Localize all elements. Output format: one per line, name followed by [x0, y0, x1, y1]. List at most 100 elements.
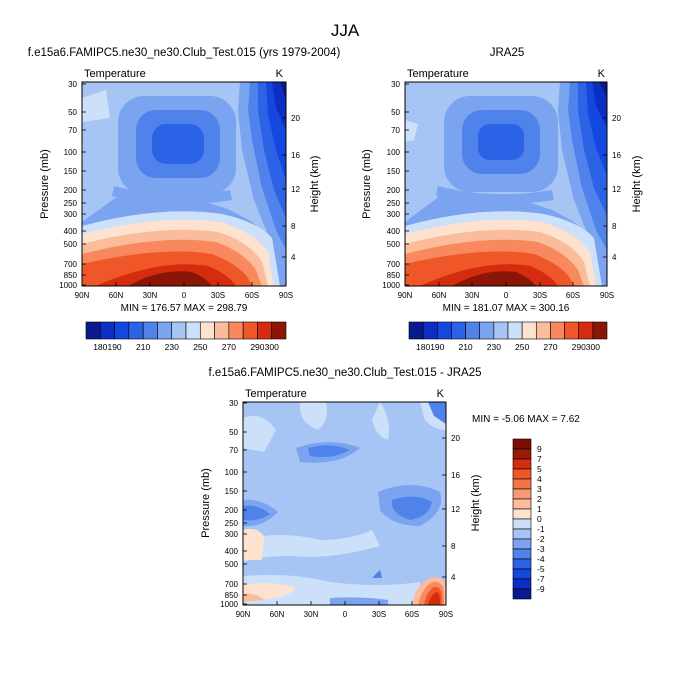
- x-tick-label: 30S: [211, 291, 225, 300]
- colorbar-label: 270: [543, 342, 557, 352]
- colorbar-label: 9: [537, 444, 542, 454]
- panel-obs-ylabel-right: Height (km): [631, 156, 643, 213]
- panel-model-axes: [81, 83, 287, 286]
- height-tick-label: 20: [612, 114, 621, 123]
- y-tick-label: 500: [225, 560, 239, 569]
- colorbar-swatch: [512, 528, 532, 540]
- x-tick-label: 90S: [279, 291, 293, 300]
- y-tick-label: 700: [64, 260, 78, 269]
- y-tick-label: 50: [229, 428, 238, 437]
- colorbar-label: 300: [586, 342, 600, 352]
- panel-obs-colorbar: 180 190 210 230 250 270 290 300: [408, 321, 608, 352]
- height-tick-label: 4: [612, 253, 617, 262]
- panel-diff-yticks: 30 50 70 100 150 200 250 300 400 500 700…: [220, 399, 238, 609]
- colorbar-swatch: [507, 321, 523, 340]
- y-tick-label: 30: [68, 80, 77, 89]
- x-tick-label: 30N: [304, 610, 319, 619]
- x-tick-label: 90N: [398, 291, 413, 300]
- colorbar-swatch: [171, 321, 187, 340]
- colorbar-swatch: [451, 321, 466, 340]
- colorbar-label: 230: [487, 342, 501, 352]
- colorbar-label: 7: [537, 454, 542, 464]
- colorbar-swatch: [85, 321, 101, 340]
- x-tick-label: 0: [504, 291, 509, 300]
- colorbar-swatch: [512, 518, 532, 530]
- panel-model-xticks: 90N 60N 30N 0 30S 60S 90S: [75, 291, 293, 300]
- colorbar-label: 180: [93, 342, 107, 352]
- panel-diff-yticks-right: 4 8 12 16 20: [451, 434, 460, 582]
- y-tick-label: 70: [391, 126, 400, 135]
- panel-obs-variable: Temperature: [407, 68, 469, 80]
- panel-model-yticks: 30 50 70 100 150 200 250 300 400 500 700…: [59, 80, 77, 290]
- y-tick-label: 100: [387, 148, 401, 157]
- height-tick-label: 16: [451, 471, 460, 480]
- colorbar-swatch: [512, 538, 532, 550]
- colorbar-swatch: [465, 321, 481, 340]
- colorbar-swatch: [422, 321, 438, 340]
- x-tick-label: 0: [343, 610, 348, 619]
- x-tick-label: 30N: [465, 291, 480, 300]
- height-tick-label: 4: [291, 253, 296, 262]
- figure-title: JJA: [331, 21, 360, 40]
- colorbar-label: 180: [416, 342, 430, 352]
- x-tick-label: 90N: [75, 291, 90, 300]
- y-tick-label: 1000: [59, 281, 77, 290]
- panel-model-ylabel: Pressure (mb): [39, 149, 51, 219]
- colorbar-swatch: [199, 321, 215, 340]
- colorbar-swatch: [479, 321, 495, 340]
- colorbar-swatch: [592, 321, 608, 340]
- height-tick-label: 8: [612, 222, 617, 231]
- colorbar-label: 290: [250, 342, 264, 352]
- colorbar-label: -3: [537, 544, 545, 554]
- y-tick-label: 1000: [382, 281, 400, 290]
- y-tick-label: 400: [225, 547, 239, 556]
- x-tick-label: 60N: [109, 291, 124, 300]
- colorbar-swatch: [512, 438, 532, 450]
- panel-obs-xticks: 90N 60N 30N 0 30S 60S 90S: [398, 291, 614, 300]
- panel-model-ylabel-right: Height (km): [309, 156, 321, 213]
- y-tick-label: 250: [64, 199, 78, 208]
- height-tick-label: 16: [291, 151, 300, 160]
- colorbar-label: -7: [537, 574, 545, 584]
- y-tick-label: 700: [387, 260, 401, 269]
- y-tick-label: 150: [387, 167, 401, 176]
- panel-model-colorbar: 180 190 210 230 250 270 290 300: [85, 321, 287, 352]
- colorbar-swatch: [512, 558, 532, 570]
- y-tick-label: 850: [225, 591, 239, 600]
- panel-diff-contours: [243, 402, 446, 605]
- colorbar-label: 2: [537, 494, 542, 504]
- panel-diff-variable: Temperature: [245, 388, 307, 400]
- colorbar-label: -9: [537, 584, 545, 594]
- x-tick-label: 90S: [600, 291, 614, 300]
- y-tick-label: 50: [68, 108, 77, 117]
- height-tick-label: 20: [451, 434, 460, 443]
- panel-model-contours: [82, 82, 286, 286]
- colorbar-label: 5: [537, 464, 542, 474]
- colorbar-swatch: [512, 498, 532, 510]
- y-tick-label: 500: [387, 240, 401, 249]
- y-tick-label: 30: [229, 399, 238, 408]
- y-tick-label: 300: [64, 210, 78, 219]
- panel-diff-stats: MIN = -5.06 MAX = 7.62: [472, 414, 580, 425]
- colorbar-swatch: [271, 321, 287, 340]
- colorbar-swatch: [408, 321, 424, 340]
- colorbar-swatch: [512, 578, 532, 590]
- panel-obs: JRA25 Temperature K: [361, 47, 643, 352]
- colorbar-swatch: [550, 321, 565, 340]
- colorbar-label: 300: [265, 342, 279, 352]
- height-tick-label: 12: [451, 505, 460, 514]
- panel-diff-ylabel: Pressure (mb): [200, 468, 212, 538]
- y-tick-label: 200: [225, 506, 239, 515]
- colorbar-swatch: [185, 321, 201, 340]
- y-tick-label: 200: [387, 186, 401, 195]
- x-tick-label: 60S: [566, 291, 580, 300]
- panel-model-yticks-right: 4 8 12 16 20: [291, 114, 300, 262]
- y-tick-label: 100: [225, 468, 239, 477]
- y-tick-label: 30: [391, 80, 400, 89]
- colorbar-swatch: [512, 568, 532, 580]
- colorbar-label: 270: [222, 342, 236, 352]
- height-tick-label: 16: [612, 151, 621, 160]
- y-tick-label: 150: [64, 167, 78, 176]
- y-tick-label: 250: [225, 519, 239, 528]
